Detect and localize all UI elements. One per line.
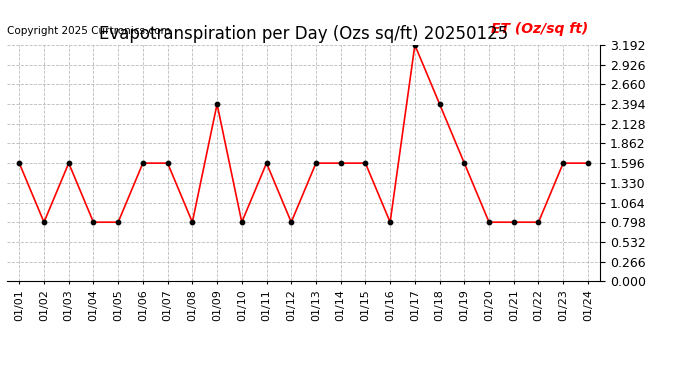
Point [112,219,124,225]
Point [286,219,297,225]
Point [212,101,223,107]
Point [484,219,495,225]
Point [236,219,247,225]
Point [409,42,420,48]
Point [39,219,50,225]
Point [582,160,593,166]
Text: ET (Oz/sq ft): ET (Oz/sq ft) [491,21,589,36]
Point [88,219,99,225]
Point [533,219,544,225]
Point [310,160,322,166]
Point [360,160,371,166]
Point [335,160,346,166]
Title: Evapotranspiration per Day (Ozs sq/ft) 20250125: Evapotranspiration per Day (Ozs sq/ft) 2… [99,26,509,44]
Text: Copyright 2025 Curtronics.com: Copyright 2025 Curtronics.com [7,26,170,36]
Point [14,160,25,166]
Point [509,219,520,225]
Point [63,160,75,166]
Point [434,101,445,107]
Point [459,160,470,166]
Point [187,219,198,225]
Point [261,160,272,166]
Point [558,160,569,166]
Point [162,160,173,166]
Point [384,219,395,225]
Point [137,160,148,166]
